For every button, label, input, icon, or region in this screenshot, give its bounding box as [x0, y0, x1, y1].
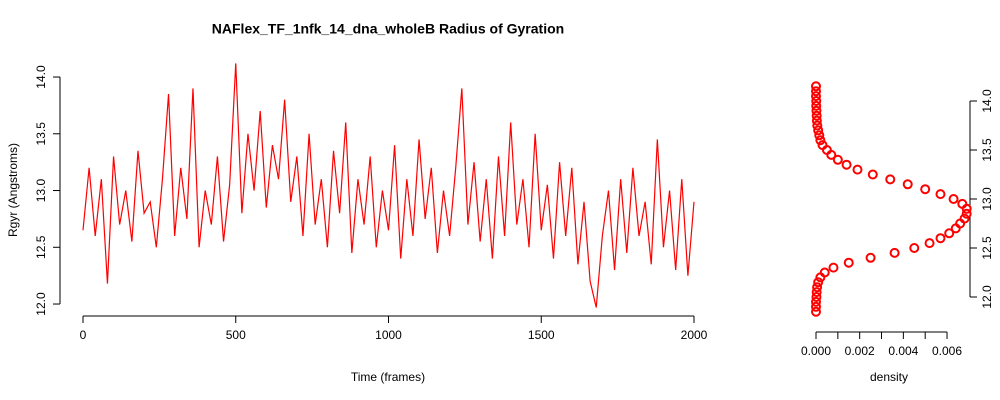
density-point — [889, 247, 900, 258]
density-point — [811, 81, 821, 92]
density-point — [957, 198, 968, 209]
density-point — [811, 287, 822, 298]
density-point — [935, 233, 946, 244]
y-tick-label: 12.0 — [34, 292, 48, 316]
x-tick-label: 0.002 — [845, 344, 875, 358]
density-point — [813, 277, 824, 288]
y-tick-label: 14.0 — [34, 65, 48, 89]
density-point — [841, 159, 852, 170]
y-tick-label: 12.5 — [980, 236, 994, 260]
density-point — [948, 194, 959, 204]
density-point — [920, 184, 931, 195]
density-point — [811, 100, 822, 111]
data-line — [82, 63, 695, 308]
density-point — [811, 301, 821, 312]
density-point — [961, 208, 972, 219]
chart-title: NAFlex_TF_1nfk_14_dna_wholeB Radius of G… — [212, 21, 564, 37]
x-axis-title: density — [870, 370, 908, 384]
y-tick-label: 12.5 — [34, 235, 48, 259]
density-point — [812, 120, 823, 131]
density-point — [909, 243, 920, 253]
x-tick-label: 2000 — [681, 328, 708, 342]
density-point — [865, 252, 876, 263]
density-point — [924, 238, 935, 249]
density-point — [828, 262, 839, 273]
density-point — [815, 135, 826, 146]
density-point — [812, 282, 823, 293]
density-point — [852, 164, 863, 175]
y-tick-label: 12.0 — [980, 285, 994, 309]
density-point — [935, 189, 946, 200]
density-point — [959, 213, 970, 224]
density-point — [843, 257, 854, 268]
x-tick-label: 1500 — [528, 328, 555, 342]
density-point — [811, 91, 821, 102]
density-point — [811, 306, 821, 317]
x-tick-label: 0.004 — [888, 344, 918, 358]
y-tick-label: 13.0 — [980, 187, 994, 211]
x-tick-label: 0 — [80, 328, 87, 342]
density-point — [817, 140, 828, 151]
density-point — [811, 96, 822, 106]
density-point — [813, 125, 824, 136]
density-point — [811, 86, 821, 97]
density-point — [832, 154, 843, 165]
y-tick-label: 13.0 — [34, 179, 48, 203]
density-point — [811, 292, 822, 302]
y-tick-label: 13.5 — [980, 138, 994, 162]
density-point — [902, 179, 913, 190]
y-axis-title: Rgyr (Angstroms) — [6, 143, 20, 237]
x-axis-title: Time (frames) — [351, 370, 425, 384]
density-point — [814, 130, 825, 141]
density-point — [811, 296, 821, 307]
x-tick-label: 1000 — [375, 328, 402, 342]
density-point — [811, 105, 822, 116]
density-point — [867, 169, 878, 180]
y-tick-label: 13.5 — [34, 122, 48, 146]
density-point — [819, 267, 830, 278]
density-point — [811, 110, 822, 121]
density-point — [885, 174, 896, 185]
density-point — [811, 115, 822, 126]
density-point — [944, 228, 955, 239]
x-tick-label: 0.006 — [932, 344, 962, 358]
x-tick-label: 500 — [226, 328, 246, 342]
x-tick-label: 0.000 — [801, 344, 831, 358]
y-tick-label: 14.0 — [980, 89, 994, 113]
